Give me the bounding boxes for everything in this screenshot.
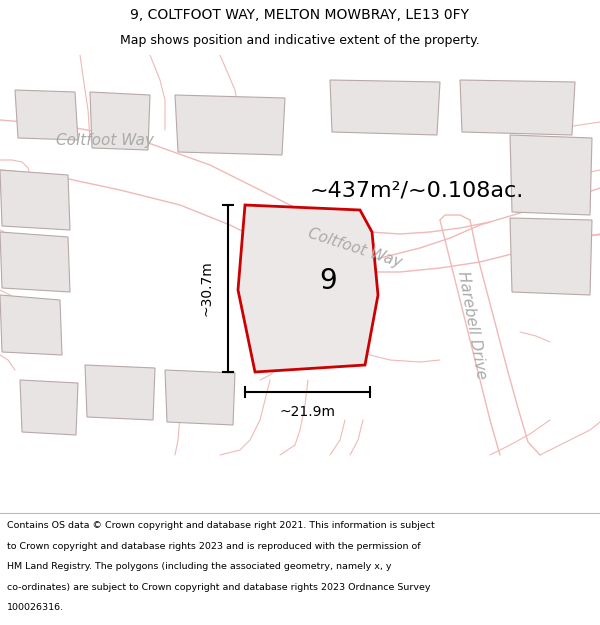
Polygon shape xyxy=(0,232,70,292)
Polygon shape xyxy=(510,218,592,295)
Polygon shape xyxy=(238,205,378,372)
Text: Harebell Drive: Harebell Drive xyxy=(455,270,489,380)
Text: to Crown copyright and database rights 2023 and is reproduced with the permissio: to Crown copyright and database rights 2… xyxy=(7,542,421,551)
Polygon shape xyxy=(165,370,235,425)
Text: HM Land Registry. The polygons (including the associated geometry, namely x, y: HM Land Registry. The polygons (includin… xyxy=(7,562,392,571)
Polygon shape xyxy=(85,365,155,420)
Polygon shape xyxy=(15,90,78,140)
Text: 9: 9 xyxy=(319,268,337,295)
Text: co-ordinates) are subject to Crown copyright and database rights 2023 Ordnance S: co-ordinates) are subject to Crown copyr… xyxy=(7,583,431,592)
Polygon shape xyxy=(175,95,285,155)
Text: 100026316.: 100026316. xyxy=(7,603,64,612)
Text: Coltfoot Way: Coltfoot Way xyxy=(56,132,154,148)
Polygon shape xyxy=(0,170,70,230)
Text: ~21.9m: ~21.9m xyxy=(280,405,335,419)
Polygon shape xyxy=(460,80,575,135)
Polygon shape xyxy=(0,295,62,355)
Text: Coltfoot Way: Coltfoot Way xyxy=(306,226,404,270)
Text: 9, COLTFOOT WAY, MELTON MOWBRAY, LE13 0FY: 9, COLTFOOT WAY, MELTON MOWBRAY, LE13 0F… xyxy=(131,8,470,22)
Polygon shape xyxy=(90,92,150,150)
Polygon shape xyxy=(20,380,78,435)
Text: Map shows position and indicative extent of the property.: Map shows position and indicative extent… xyxy=(120,34,480,47)
Text: Contains OS data © Crown copyright and database right 2021. This information is : Contains OS data © Crown copyright and d… xyxy=(7,521,435,531)
Text: ~437m²/~0.108ac.: ~437m²/~0.108ac. xyxy=(310,180,524,200)
Polygon shape xyxy=(330,80,440,135)
Polygon shape xyxy=(510,135,592,215)
Text: ~30.7m: ~30.7m xyxy=(199,261,213,316)
